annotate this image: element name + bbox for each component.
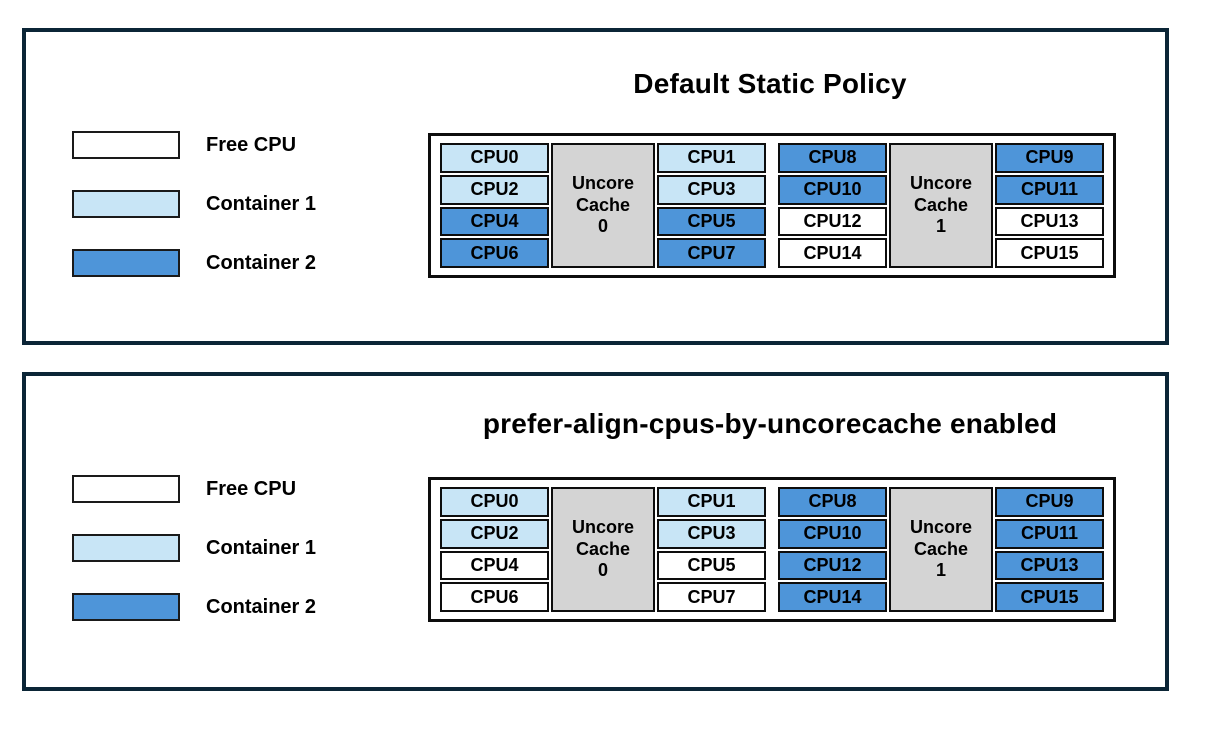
cpu-column-left: CPU8 CPU10 CPU12 CPU14 bbox=[778, 487, 887, 612]
legend-item-container-1: Container 1 bbox=[72, 189, 316, 219]
legend-label: Free CPU bbox=[206, 477, 297, 500]
cpu-cell: CPU12 bbox=[778, 206, 887, 237]
cpu-cell: CPU8 bbox=[778, 487, 887, 517]
cpu-cell: CPU7 bbox=[657, 238, 766, 268]
panel-default-static-policy: Default Static Policy Free CPU Container… bbox=[22, 28, 1169, 345]
uncore-cache-box-1: Uncore Cache 1 bbox=[889, 143, 993, 268]
cpu-cell: CPU13 bbox=[995, 550, 1104, 581]
cpu-cell: CPU14 bbox=[778, 238, 887, 268]
cpu-cell: CPU2 bbox=[440, 518, 549, 549]
legend-item-free-cpu: Free CPU bbox=[72, 130, 316, 160]
uncore-cache-label-line: Uncore bbox=[571, 516, 634, 537]
cpu-cell: CPU9 bbox=[995, 487, 1104, 517]
legend-label: Container 1 bbox=[206, 536, 317, 559]
uncore-cache-label-line: 1 bbox=[935, 560, 946, 581]
legend-swatch-container-2 bbox=[72, 249, 180, 277]
legend-swatch-container-2 bbox=[72, 593, 180, 621]
cpu-cell: CPU9 bbox=[995, 143, 1104, 173]
cpu-topology-diagram: CPU0 CPU2 CPU4 CPU6 Uncore Cache 0 CPU1 … bbox=[428, 477, 1116, 622]
legend-swatch-container-1 bbox=[72, 534, 180, 562]
cpu-cell: CPU12 bbox=[778, 550, 887, 581]
cpu-cell: CPU4 bbox=[440, 550, 549, 581]
uncore-cache-label-line: Cache bbox=[575, 194, 631, 215]
legend-swatch-free bbox=[72, 131, 180, 159]
legend: Free CPU Container 1 Container 2 bbox=[72, 474, 316, 651]
cpu-cell: CPU2 bbox=[440, 174, 549, 205]
cpu-cell: CPU4 bbox=[440, 206, 549, 237]
legend-swatch-free bbox=[72, 475, 180, 503]
cpu-cell: CPU3 bbox=[657, 518, 766, 549]
cpu-column-right: CPU1 CPU3 CPU5 CPU7 bbox=[657, 487, 766, 612]
uncore-cache-box-1: Uncore Cache 1 bbox=[889, 487, 993, 612]
uncore-cache-label-line: 1 bbox=[935, 216, 946, 237]
legend-item-container-2: Container 2 bbox=[72, 592, 316, 622]
cpu-cell: CPU11 bbox=[995, 174, 1104, 205]
cpu-column-right: CPU9 CPU11 CPU13 CPU15 bbox=[995, 143, 1104, 268]
legend-item-free-cpu: Free CPU bbox=[72, 474, 316, 504]
cpu-column-left: CPU0 CPU2 CPU4 CPU6 bbox=[440, 143, 549, 268]
cpu-cell: CPU7 bbox=[657, 582, 766, 612]
cpu-cell: CPU10 bbox=[778, 518, 887, 549]
cpu-cell: CPU10 bbox=[778, 174, 887, 205]
cpu-cell: CPU13 bbox=[995, 206, 1104, 237]
legend-label: Container 2 bbox=[206, 251, 317, 274]
cpu-cell: CPU0 bbox=[440, 487, 549, 517]
legend-label: Container 2 bbox=[206, 595, 317, 618]
panel-prefer-align-uncorecache: prefer-align-cpus-by-uncorecache enabled… bbox=[22, 372, 1169, 691]
legend-label: Container 1 bbox=[206, 192, 317, 215]
cpu-cell: CPU6 bbox=[440, 582, 549, 612]
cpu-column-right: CPU9 CPU11 CPU13 CPU15 bbox=[995, 487, 1104, 612]
cpu-column-left: CPU0 CPU2 CPU4 CPU6 bbox=[440, 487, 549, 612]
legend-swatch-container-1 bbox=[72, 190, 180, 218]
legend: Free CPU Container 1 Container 2 bbox=[72, 130, 316, 307]
uncore-cache-label-line: Uncore bbox=[909, 516, 972, 537]
cpu-cell: CPU15 bbox=[995, 582, 1104, 612]
cpu-cell: CPU5 bbox=[657, 206, 766, 237]
cpu-cell: CPU8 bbox=[778, 143, 887, 173]
uncore-cache-label-line: 0 bbox=[597, 216, 608, 237]
cpu-cell: CPU6 bbox=[440, 238, 549, 268]
legend-label: Free CPU bbox=[206, 133, 297, 156]
legend-item-container-1: Container 1 bbox=[72, 533, 316, 563]
uncore-cache-label-line: Cache bbox=[913, 194, 969, 215]
cpu-column-right: CPU1 CPU3 CPU5 CPU7 bbox=[657, 143, 766, 268]
cpu-cell: CPU14 bbox=[778, 582, 887, 612]
panel-title: Default Static Policy bbox=[633, 68, 907, 99]
cpu-column-left: CPU8 CPU10 CPU12 CPU14 bbox=[778, 143, 887, 268]
cpu-cell: CPU5 bbox=[657, 550, 766, 581]
cpu-topology-diagram: CPU0 CPU2 CPU4 CPU6 Uncore Cache 0 CPU1 … bbox=[428, 133, 1116, 278]
panel-title: prefer-align-cpus-by-uncorecache enabled bbox=[482, 408, 1058, 439]
cpu-cell: CPU11 bbox=[995, 518, 1104, 549]
legend-item-container-2: Container 2 bbox=[72, 248, 316, 278]
uncore-cache-label-line: Uncore bbox=[909, 172, 972, 193]
cpu-cell: CPU1 bbox=[657, 487, 766, 517]
uncore-cache-box-0: Uncore Cache 0 bbox=[551, 487, 655, 612]
uncore-group-0: CPU0 CPU2 CPU4 CPU6 Uncore Cache 0 CPU1 … bbox=[440, 143, 766, 268]
uncore-group-0: CPU0 CPU2 CPU4 CPU6 Uncore Cache 0 CPU1 … bbox=[440, 487, 766, 612]
uncore-cache-label-line: 0 bbox=[597, 560, 608, 581]
cpu-cell: CPU3 bbox=[657, 174, 766, 205]
uncore-cache-label-line: Cache bbox=[575, 538, 631, 559]
uncore-cache-label-line: Uncore bbox=[571, 172, 634, 193]
uncore-group-1: CPU8 CPU10 CPU12 CPU14 Uncore Cache 1 CP… bbox=[778, 487, 1104, 612]
cpu-cell: CPU1 bbox=[657, 143, 766, 173]
uncore-group-1: CPU8 CPU10 CPU12 CPU14 Uncore Cache 1 CP… bbox=[778, 143, 1104, 268]
uncore-cache-label-line: Cache bbox=[913, 538, 969, 559]
uncore-cache-box-0: Uncore Cache 0 bbox=[551, 143, 655, 268]
cpu-cell: CPU0 bbox=[440, 143, 549, 173]
cpu-cell: CPU15 bbox=[995, 238, 1104, 268]
